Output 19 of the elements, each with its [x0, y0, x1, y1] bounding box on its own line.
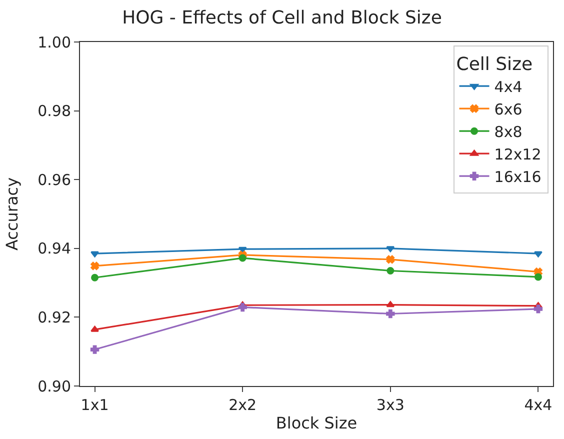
- legend-label: 6x6: [494, 100, 522, 118]
- x-tick-label: 4x4: [524, 396, 552, 414]
- y-axis-title: Accuracy: [2, 177, 22, 251]
- y-tick-label: 0.98: [38, 102, 71, 120]
- y-tick-label: 1.00: [38, 33, 71, 52]
- chart-title: HOG - Effects of Cell and Block Size: [122, 8, 442, 29]
- legend-label: 16x16: [494, 168, 542, 186]
- y-tick-label: 0.90: [38, 377, 71, 396]
- legend-label: 4x4: [494, 78, 522, 96]
- legend-label: 8x8: [494, 122, 522, 141]
- x-axis-title: Block Size: [276, 414, 358, 433]
- legend-title: Cell Size: [456, 54, 533, 75]
- y-tick-label: 0.92: [38, 308, 71, 326]
- x-tick-label: 1x1: [80, 396, 109, 414]
- x-tick-label: 3x3: [376, 396, 404, 414]
- legend-label: 12x12: [494, 145, 542, 164]
- y-tick-label: 0.94: [38, 240, 71, 258]
- x-tick-label: 2x2: [228, 396, 257, 414]
- y-tick-label: 0.96: [38, 170, 71, 189]
